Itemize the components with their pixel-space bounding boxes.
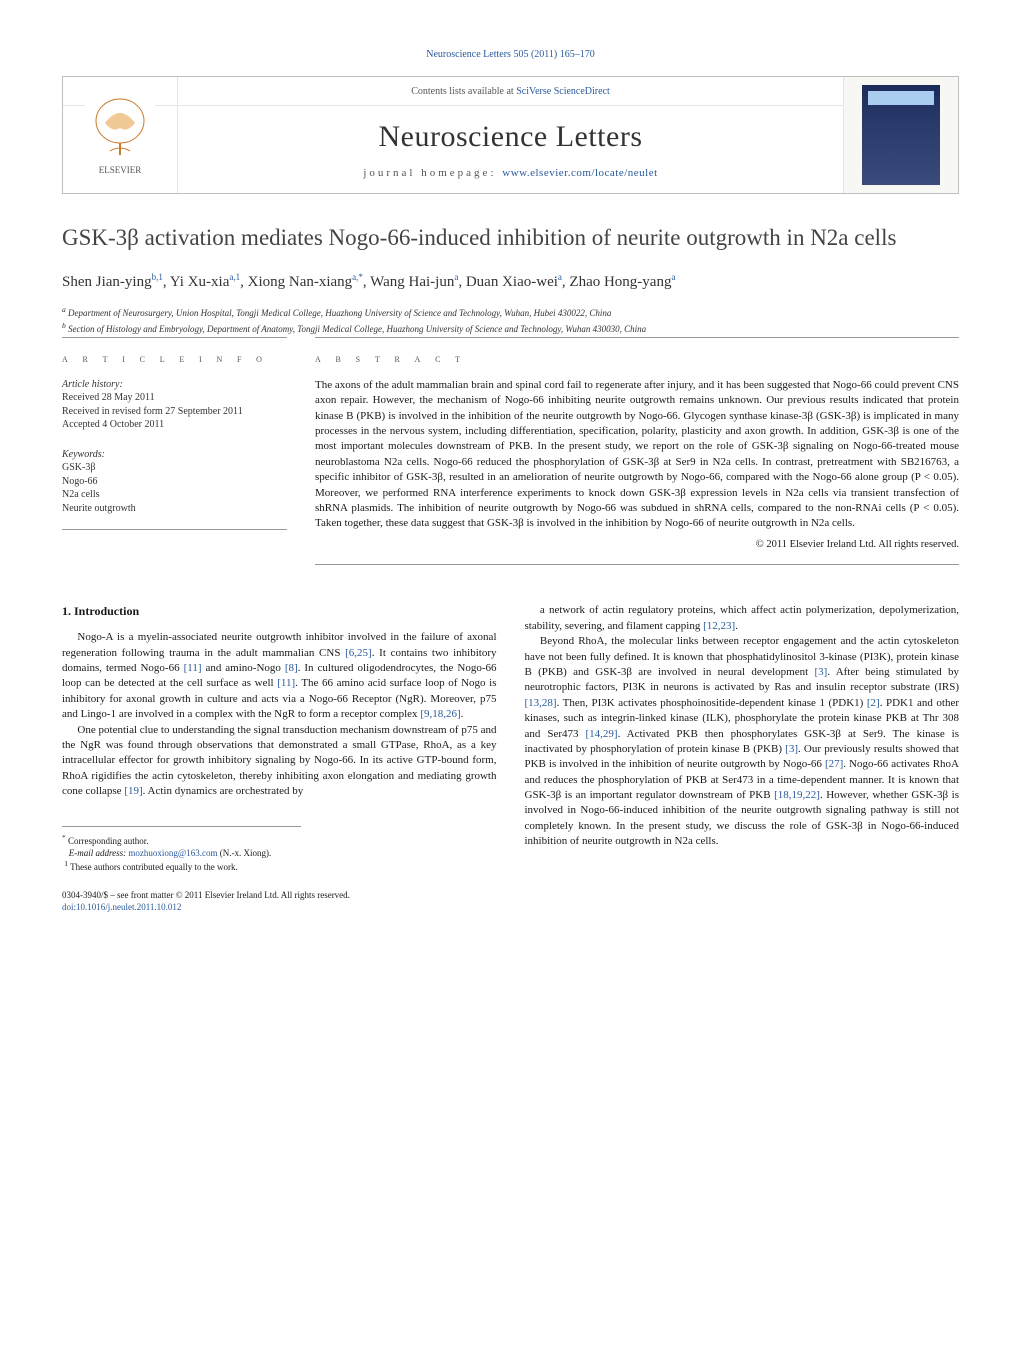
journal-header: ELSEVIER Contents lists available at Sci… bbox=[62, 76, 959, 194]
email-label: E-mail address: bbox=[69, 848, 126, 858]
homepage-link[interactable]: www.elsevier.com/locate/neulet bbox=[502, 167, 657, 179]
article-history: Article history: Received 28 May 2011 Re… bbox=[62, 378, 287, 432]
svg-text:ELSEVIER: ELSEVIER bbox=[99, 165, 142, 175]
history-accepted: Accepted 4 October 2011 bbox=[62, 419, 164, 430]
abstract-copyright: © 2011 Elsevier Ireland Ltd. All rights … bbox=[315, 538, 959, 553]
homepage-label: journal homepage: bbox=[363, 167, 502, 179]
corr-email-link[interactable]: mozhuoxiong@163.com bbox=[128, 848, 217, 858]
journal-homepage-line: journal homepage: www.elsevier.com/locat… bbox=[63, 162, 958, 193]
author-list: Shen Jian-yingb,1, Yi Xu-xiaa,1, Xiong N… bbox=[62, 271, 959, 293]
sciencedirect-link[interactable]: SciVerse ScienceDirect bbox=[516, 86, 610, 97]
journal-title: Neuroscience Letters bbox=[378, 116, 642, 158]
keyword: Nogo-66 bbox=[62, 476, 98, 487]
article-title: GSK-3β activation mediates Nogo-66-induc… bbox=[62, 224, 959, 253]
author: Xiong Nan-xianga,* bbox=[248, 274, 363, 290]
abstract-label: a b s t r a c t bbox=[315, 352, 959, 367]
keyword: GSK-3β bbox=[62, 462, 95, 473]
body-para: Beyond RhoA, the molecular links between… bbox=[525, 634, 960, 849]
intro-para: Nogo-A is a myelin-associated neurite ou… bbox=[62, 630, 497, 722]
author: Shen Jian-yingb,1 bbox=[62, 274, 163, 290]
affiliation-a: a Department of Neurosurgery, Union Hosp… bbox=[62, 305, 959, 319]
affiliation-b: b Section of Histology and Embryology, D… bbox=[62, 321, 959, 335]
footer: 0304-3940/$ – see front matter © 2011 El… bbox=[62, 889, 497, 913]
intro-para: One potential clue to understanding the … bbox=[62, 723, 497, 800]
keyword: Neurite outgrowth bbox=[62, 503, 136, 514]
keyword: N2a cells bbox=[62, 489, 100, 500]
keywords-label: Keywords: bbox=[62, 449, 105, 460]
footnotes: * Corresponding author. E-mail address: … bbox=[62, 826, 301, 873]
running-head: Neuroscience Letters 505 (2011) 165–170 bbox=[62, 48, 959, 62]
article-info-label: a r t i c l e i n f o bbox=[62, 352, 287, 367]
history-received: Received 28 May 2011 bbox=[62, 392, 155, 403]
author: Wang Hai-juna bbox=[370, 274, 458, 290]
body-col-left: 1. Introduction Nogo-A is a myelin-assoc… bbox=[62, 603, 497, 913]
contents-line: Contents lists available at SciVerse Sci… bbox=[63, 77, 958, 106]
history-label: Article history: bbox=[62, 379, 123, 390]
history-revised: Received in revised form 27 September 20… bbox=[62, 406, 243, 417]
author: Duan Xiao-weia bbox=[466, 274, 562, 290]
keywords-block: Keywords: GSK-3β Nogo-66 N2a cells Neurite … bbox=[62, 448, 287, 516]
front-matter-line: 0304-3940/$ – see front matter © 2011 El… bbox=[62, 889, 497, 901]
email-suffix: (N.-x. Xiong). bbox=[220, 848, 272, 858]
body-para: a network of actin regulatory proteins, … bbox=[525, 603, 960, 634]
doi-link[interactable]: doi:10.1016/j.neulet.2011.10.012 bbox=[62, 902, 181, 912]
contents-prefix: Contents lists available at bbox=[411, 86, 516, 97]
equal-contrib-note: These authors contributed equally to the… bbox=[70, 862, 238, 872]
author: Yi Xu-xiaa,1 bbox=[170, 274, 240, 290]
intro-heading: 1. Introduction bbox=[62, 603, 497, 620]
body-columns: 1. Introduction Nogo-A is a myelin-assoc… bbox=[62, 603, 959, 913]
abstract-text: The axons of the adult mammalian brain a… bbox=[315, 378, 959, 532]
body-col-right: a network of actin regulatory proteins, … bbox=[525, 603, 960, 913]
author: Zhao Hong-yanga bbox=[569, 274, 675, 290]
corr-author-note: Corresponding author. bbox=[68, 836, 149, 846]
